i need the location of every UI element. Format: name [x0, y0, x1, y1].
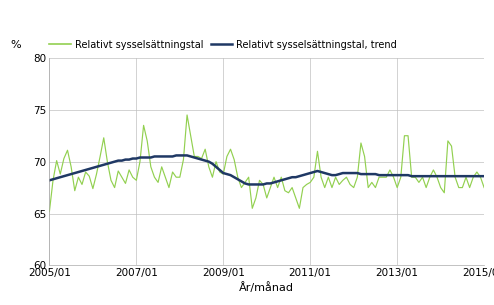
- Relativt sysselsättningstal, trend: [326, 172, 331, 176]
- Relativt sysselsättningstal, trend: [481, 174, 487, 178]
- Relativt sysselsättningstal: [456, 186, 462, 189]
- Line: Relativt sysselsättningstal: Relativt sysselsättningstal: [49, 115, 484, 211]
- Relativt sysselsättningstal: [235, 175, 241, 179]
- Relativt sysselsättningstal: [184, 113, 190, 117]
- Relativt sysselsättningstal, trend: [90, 166, 96, 170]
- Relativt sysselsättningstal: [148, 165, 154, 169]
- Relativt sysselsättningstal, trend: [246, 183, 251, 186]
- Relativt sysselsättningstal: [343, 175, 349, 179]
- Legend: Relativt sysselsättningstal, Relativt sysselsättningstal, trend: Relativt sysselsättningstal, Relativt sy…: [49, 40, 397, 50]
- Relativt sysselsättningstal, trend: [347, 171, 353, 175]
- Relativt sysselsättningstal: [46, 210, 52, 213]
- Relativt sysselsättningstal, trend: [459, 174, 465, 178]
- Line: Relativt sysselsättningstal, trend: Relativt sysselsättningstal, trend: [49, 156, 484, 185]
- Relativt sysselsättningstal: [90, 187, 96, 190]
- X-axis label: År/månad: År/månad: [239, 282, 294, 293]
- Text: %: %: [10, 40, 21, 50]
- Relativt sysselsättningstal, trend: [148, 156, 154, 159]
- Relativt sysselsättningstal, trend: [173, 154, 179, 157]
- Relativt sysselsättningstal: [481, 186, 487, 189]
- Relativt sysselsättningstal, trend: [46, 178, 52, 182]
- Relativt sysselsättningstal, trend: [235, 178, 241, 181]
- Relativt sysselsättningstal: [322, 186, 328, 189]
